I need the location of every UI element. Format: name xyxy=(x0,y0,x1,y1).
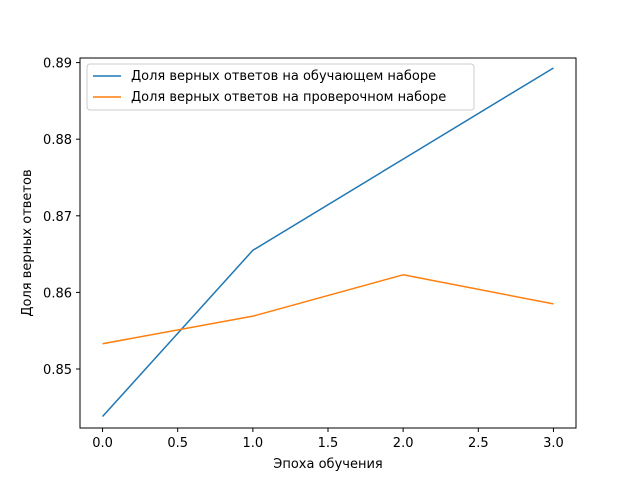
y-tick-label: 0.87 xyxy=(43,210,72,225)
x-axis-label: Эпоха обучения xyxy=(273,457,382,472)
y-tick-label: 0.89 xyxy=(43,57,72,72)
x-tick-label: 1.5 xyxy=(318,436,339,451)
legend-box xyxy=(86,63,475,111)
y-tick-label: 0.86 xyxy=(43,286,72,301)
x-tick-label: 2.0 xyxy=(393,436,414,451)
x-axis: 0.0 0.5 1.0 1.5 2.0 2.5 3.0 xyxy=(92,428,564,451)
x-tick-label: 0.0 xyxy=(92,436,113,451)
x-tick-label: 3.0 xyxy=(543,436,564,451)
x-tick-label: 1.0 xyxy=(243,436,264,451)
legend: Доля верных ответов на обучающем наборе … xyxy=(86,63,475,111)
legend-label-train: Доля верных ответов на обучающем наборе xyxy=(131,69,436,84)
plot-frame xyxy=(79,57,577,429)
x-tick-label: 2.5 xyxy=(468,436,489,451)
y-tick-label: 0.85 xyxy=(43,363,72,378)
series-lines xyxy=(101,67,554,418)
x-tick-label: 0.5 xyxy=(167,436,188,451)
train-accuracy-line xyxy=(101,67,554,418)
y-tick-label: 0.88 xyxy=(43,133,72,148)
y-axis: 0.85 0.86 0.87 0.88 0.89 xyxy=(43,57,80,378)
y-axis-label: Доля верных ответов xyxy=(20,169,35,316)
validation-accuracy-line xyxy=(102,274,554,345)
legend-label-validation: Доля верных ответов на проверочном набор… xyxy=(131,90,446,105)
